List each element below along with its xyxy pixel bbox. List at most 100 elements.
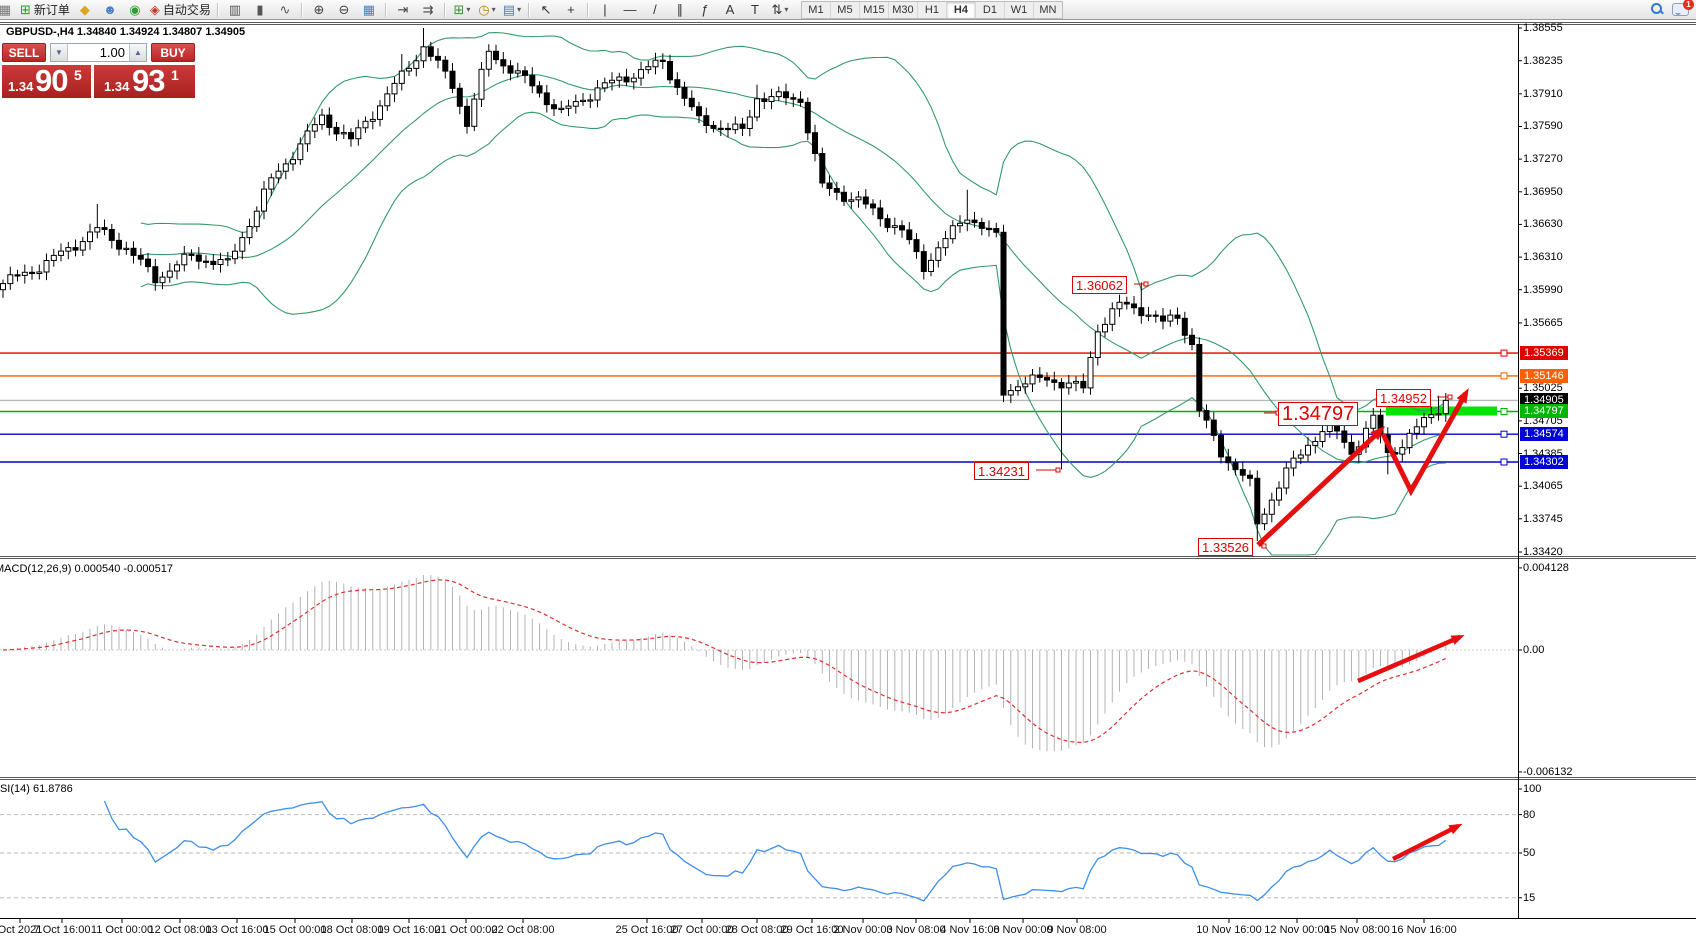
macd-indicator-label: MACD(12,26,9) 0.000540 -0.000517 bbox=[0, 563, 173, 575]
fibonacci-icon[interactable]: ƒ bbox=[693, 1, 717, 19]
price-axis-label: 1.36950 bbox=[1523, 185, 1563, 198]
profile-icon: ☻ bbox=[103, 2, 117, 17]
sell-price-big: 90 bbox=[35, 65, 68, 98]
volume-input[interactable] bbox=[68, 44, 129, 61]
timeframe-m1[interactable]: M1 bbox=[802, 1, 831, 18]
timeframe-m15[interactable]: M15 bbox=[860, 1, 889, 18]
macd-axis-label: 0.00 bbox=[1523, 644, 1545, 656]
price-callout-1.36062[interactable]: 1.36062 bbox=[1072, 276, 1127, 294]
price-axis-label: 1.37270 bbox=[1523, 153, 1563, 166]
macd-axis-label: -0.006132 bbox=[1523, 765, 1573, 778]
arrows-icon[interactable]: ⇅ ▾ bbox=[768, 1, 792, 19]
time-axis-label: 22 Oct 08:00 bbox=[491, 924, 555, 936]
toolbar-items: ▦ ⊞ 新订单 ◆ ☻ ◉ ◈ 自动交易 ▥ ▮ ∿ ⊕ ⊖ ▦ ⇥ ⇉ ⊞ ▾ ◷ ▾ ▤ ▾ ↖ + | — / ∥ ƒ A T ⇅ ▾ bbox=[0, 1, 792, 19]
time-axis-label: 27 Oct 00:00 bbox=[670, 924, 734, 936]
new-order-button[interactable]: ⊞ 新订单 bbox=[18, 1, 72, 19]
cursor-icon[interactable]: ↖ bbox=[534, 1, 558, 19]
price-callout-1.34952[interactable]: 1.34952 bbox=[1376, 389, 1431, 407]
profile-icon[interactable]: ☻ bbox=[98, 1, 122, 19]
candlestick-chart-icon[interactable]: ▮ bbox=[248, 1, 272, 19]
line-chart-icon[interactable]: ∿ bbox=[273, 1, 297, 19]
trendline-icon: / bbox=[653, 2, 657, 17]
rsi-axis-label: 15 bbox=[1523, 891, 1536, 904]
time-axis-label: 9 Nov 08:00 bbox=[1047, 924, 1107, 936]
price-axis-badge-1.35146: 1.35146 bbox=[1520, 368, 1568, 383]
template-button[interactable]: ▤ ▾ bbox=[500, 1, 524, 19]
timeframe-h4[interactable]: H4 bbox=[946, 1, 976, 18]
time-axis-label: 29 Oct 16:00 bbox=[780, 924, 844, 936]
equidistant-channel-icon[interactable]: ∥ bbox=[668, 1, 692, 19]
timeframe-d1[interactable]: D1 bbox=[976, 1, 1005, 18]
bar-chart-icon[interactable]: ▥ bbox=[223, 1, 247, 19]
time-axis-label: 8 Nov 00:00 bbox=[993, 924, 1053, 936]
new-chart-button[interactable]: ⊞ ▾ bbox=[450, 1, 474, 19]
axis-frame bbox=[0, 24, 1696, 919]
time-axis-label: 10 Nov 16:00 bbox=[1196, 924, 1262, 936]
toolbar-separator bbox=[300, 2, 303, 17]
fibonacci-icon: ƒ bbox=[701, 2, 709, 17]
zoom-in-icon: ⊕ bbox=[313, 2, 325, 17]
price-axis-label: 1.37910 bbox=[1523, 87, 1563, 100]
time-axis-label: 3 Nov 08:00 bbox=[886, 924, 946, 936]
time-axis-label: 7 Oct 16:00 bbox=[33, 924, 91, 936]
bar-chart-icon: ▥ bbox=[228, 2, 242, 17]
price-callout-1.34797[interactable]: 1.34797 bbox=[1278, 402, 1359, 426]
time-axis-label: 11 Oct 00:00 bbox=[90, 924, 154, 936]
sell-button[interactable]: SELL bbox=[2, 43, 46, 62]
zoom-out-icon: ⊖ bbox=[338, 2, 350, 17]
vertical-line-icon[interactable]: | bbox=[593, 1, 617, 19]
chart-window-icon[interactable]: ▦ bbox=[0, 1, 17, 19]
price-callout-1.34231[interactable]: 1.34231 bbox=[974, 462, 1029, 480]
volume-decrease-button[interactable]: ▼ bbox=[51, 44, 68, 61]
buy-button[interactable]: BUY bbox=[151, 43, 195, 62]
tile-windows-icon[interactable]: ▦ bbox=[357, 1, 381, 19]
zoom-out-icon[interactable]: ⊖ bbox=[332, 1, 356, 19]
candlestick-chart-icon: ▮ bbox=[256, 2, 264, 17]
chart-shift-icon[interactable]: ⇥ bbox=[391, 1, 415, 19]
notifications-icon[interactable]: 1 bbox=[1672, 0, 1694, 16]
time-axis-label: 12 Oct 08:00 bbox=[148, 924, 212, 936]
new-chart-button-dropdown[interactable]: ▾ bbox=[466, 4, 471, 14]
auto-trading-button[interactable]: ◈ 自动交易 bbox=[148, 1, 213, 19]
period-selector-button-dropdown[interactable]: ▾ bbox=[491, 4, 496, 14]
horizontal-line-icon: — bbox=[623, 2, 637, 17]
text-icon[interactable]: A bbox=[718, 1, 742, 19]
search-icon[interactable] bbox=[1651, 3, 1664, 16]
vertical-line-icon: | bbox=[603, 2, 607, 17]
crosshair-icon[interactable]: + bbox=[559, 1, 583, 19]
label-icon[interactable]: T bbox=[743, 1, 767, 19]
template-button-dropdown[interactable]: ▾ bbox=[517, 4, 522, 14]
template-button: ▤ bbox=[502, 2, 516, 17]
rsi-axis-label: 100 bbox=[1523, 783, 1542, 795]
buy-price-big: 93 bbox=[132, 65, 165, 98]
buy-quote[interactable]: 1.34 93 1 bbox=[94, 65, 195, 98]
macd-histogram bbox=[9, 575, 1447, 752]
price-axis-label: 1.34065 bbox=[1523, 480, 1563, 493]
period-selector-button[interactable]: ◷ ▾ bbox=[475, 1, 499, 19]
time-axis-label: 4 Nov 16:00 bbox=[940, 924, 1000, 936]
sell-quote[interactable]: 1.34 90 5 bbox=[2, 65, 91, 98]
timeframe-h1[interactable]: H1 bbox=[918, 1, 947, 18]
one-click-trade-panel: SELL ▼ ▲ BUY 1.34 90 5 1.34 93 1 bbox=[2, 41, 195, 99]
timeframe-m5[interactable]: M5 bbox=[831, 1, 860, 18]
price-axis-label: 1.35025 bbox=[1523, 382, 1563, 395]
trendline-icon[interactable]: / bbox=[643, 1, 667, 19]
gold-icon[interactable]: ◆ bbox=[73, 1, 97, 19]
timeframe-m30[interactable]: M30 bbox=[889, 1, 918, 18]
price-axis-label: 1.35665 bbox=[1523, 316, 1563, 329]
arrows-icon-dropdown[interactable]: ▾ bbox=[784, 4, 789, 14]
zoom-in-icon[interactable]: ⊕ bbox=[307, 1, 331, 19]
timeframe-w1[interactable]: W1 bbox=[1005, 1, 1034, 18]
cursor-icon: ↖ bbox=[540, 2, 552, 17]
gold-icon: ◆ bbox=[79, 2, 90, 17]
price-callout-1.33526[interactable]: 1.33526 bbox=[1198, 538, 1253, 556]
volume-increase-button[interactable]: ▲ bbox=[129, 44, 146, 61]
horizontal-line-icon[interactable]: — bbox=[618, 1, 642, 19]
signal-icon[interactable]: ◉ bbox=[123, 1, 147, 19]
timeframe-mn[interactable]: MN bbox=[1039, 3, 1057, 16]
auto-trading-button-label: 自动交易 bbox=[162, 2, 211, 17]
price-axis-label: 1.36310 bbox=[1523, 251, 1563, 264]
auto-scroll-icon[interactable]: ⇉ bbox=[416, 1, 440, 19]
